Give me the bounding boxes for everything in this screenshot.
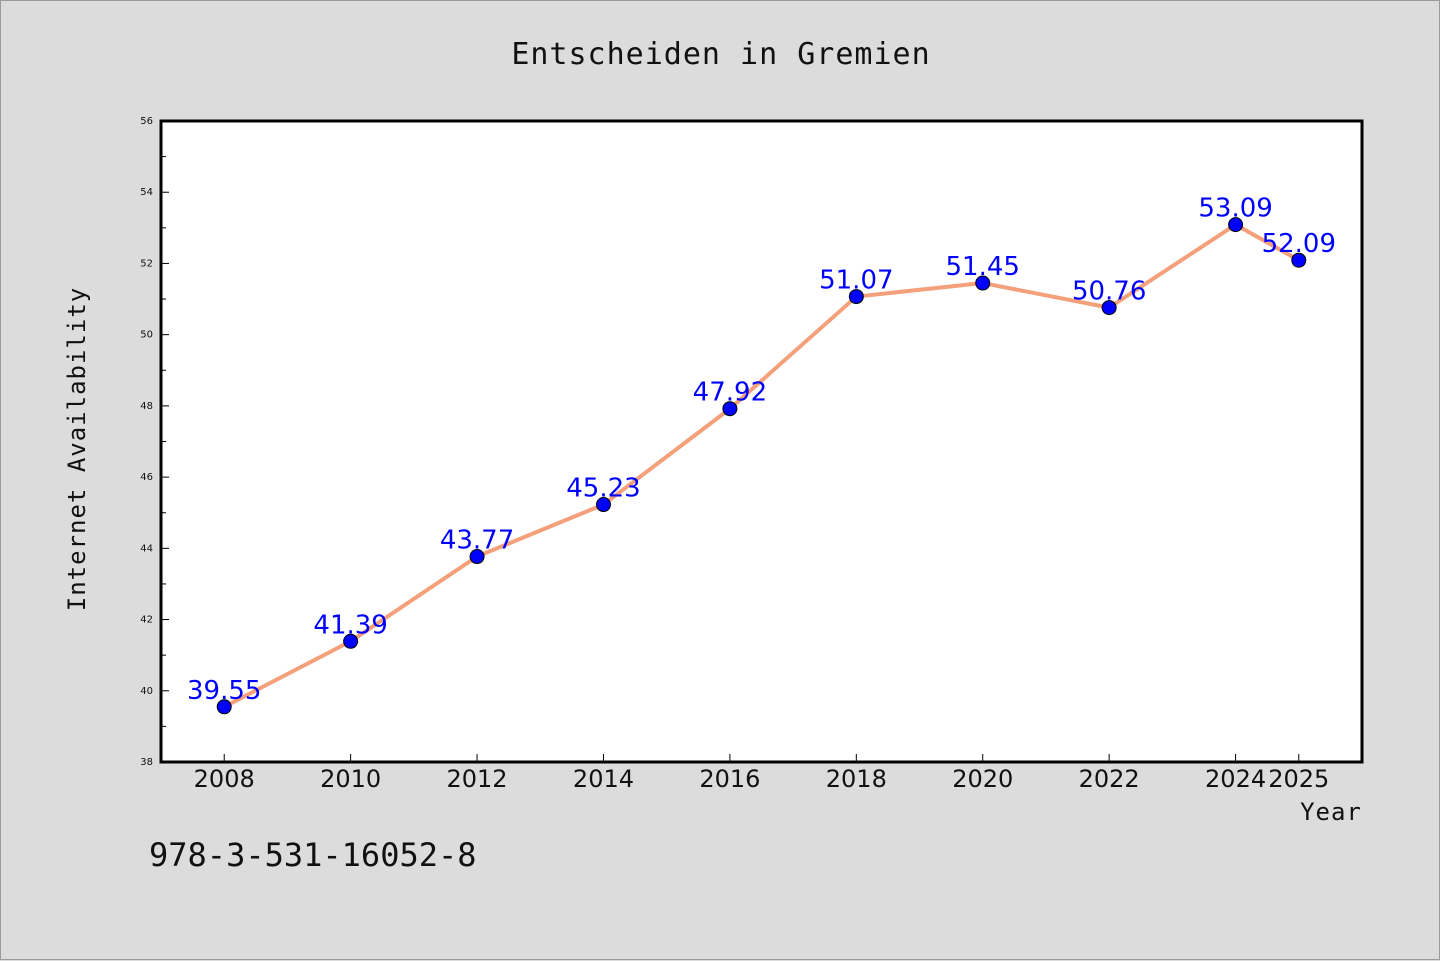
chart-title: Entscheiden in Gremien (511, 37, 930, 72)
data-label: 45.23 (566, 474, 640, 504)
y-tick-label: 44 (140, 543, 153, 554)
data-label: 52.09 (1262, 229, 1336, 259)
x-tick-label: 2014 (573, 765, 634, 793)
data-point (975, 275, 991, 291)
y-tick-label: 50 (140, 330, 153, 341)
series-markers (216, 217, 1307, 715)
y-axis-label: Internet Availability (63, 287, 91, 611)
data-point (1228, 217, 1244, 233)
data-label: 53.09 (1198, 194, 1272, 224)
data-point (722, 401, 738, 417)
x-axis-label: Year (1300, 798, 1362, 826)
x-tick-label: 2008 (194, 765, 255, 793)
x-tick-label: 2016 (699, 765, 760, 793)
y-axis: 38 40 42 44 46 48 50 52 54 56 (140, 116, 169, 768)
data-label: 51.45 (946, 252, 1020, 282)
x-tick-label: 2020 (952, 765, 1013, 793)
data-point (595, 497, 611, 513)
data-label: 47.92 (693, 378, 767, 408)
data-point (1101, 300, 1117, 316)
x-tick-label: 2022 (1079, 765, 1140, 793)
data-point (848, 289, 864, 305)
data-label: 51.07 (819, 266, 893, 296)
y-tick-label: 40 (140, 686, 153, 697)
data-point (343, 633, 359, 649)
data-label: 43.77 (440, 526, 514, 556)
x-tick-label: 2010 (320, 765, 381, 793)
y-tick-label: 52 (140, 258, 153, 269)
footer-code: 978-3-531-16052-8 (149, 836, 477, 874)
x-tick-label: 2025 (1268, 765, 1329, 793)
data-label: 50.76 (1072, 277, 1146, 307)
x-tick-label: 2024 (1205, 765, 1266, 793)
data-label: 39.55 (187, 676, 261, 706)
data-label: 41.39 (313, 610, 387, 640)
data-point (469, 549, 485, 565)
data-point (216, 699, 232, 715)
series-line (223, 222, 1300, 709)
y-tick-label: 48 (140, 401, 153, 412)
y-tick-label: 46 (140, 472, 153, 483)
y-tick-label: 54 (140, 187, 153, 198)
y-tick-label: 38 (140, 757, 153, 768)
x-tick-label: 2012 (447, 765, 508, 793)
y-tick-label: 42 (140, 615, 153, 626)
data-point (1291, 252, 1307, 268)
x-tick-label: 2018 (826, 765, 887, 793)
plot-area (159, 119, 1364, 764)
x-axis: 2008 2010 2012 2014 2016 2018 2020 2022 2024 2025 (194, 754, 1329, 793)
y-tick-label: 56 (140, 116, 153, 127)
data-labels: 39.55 41.39 43.77 45.23 47.92 51.07 51.45 50.76… (187, 194, 1336, 706)
